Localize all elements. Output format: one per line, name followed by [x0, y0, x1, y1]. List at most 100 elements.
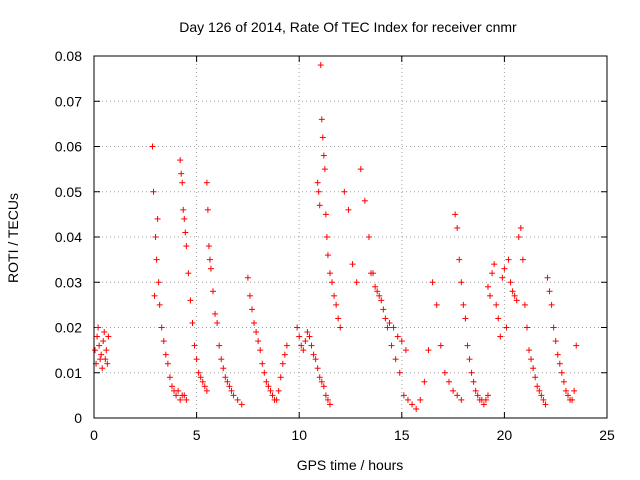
data-point [396, 369, 403, 376]
data-point [402, 347, 409, 354]
data-point [429, 279, 436, 286]
data-point [249, 306, 256, 313]
data-point [104, 360, 111, 367]
data-point [329, 279, 336, 286]
data-point [517, 224, 524, 231]
data-point [312, 356, 319, 363]
y-tick-label: 0.01 [55, 365, 82, 381]
data-point [452, 211, 459, 218]
data-point [92, 347, 99, 354]
data-point [314, 179, 321, 186]
data-point [374, 288, 381, 295]
data-point [530, 365, 537, 372]
data-point [491, 261, 498, 268]
data-point [433, 301, 440, 308]
x-tick-label: 25 [599, 427, 615, 443]
y-tick-label: 0.04 [55, 229, 82, 245]
data-point [193, 356, 200, 363]
data-point [183, 396, 190, 403]
data-point [244, 274, 251, 281]
data-point [308, 342, 315, 349]
data-point [267, 387, 274, 394]
data-point [281, 351, 288, 358]
data-point [413, 405, 420, 412]
data-point [319, 134, 326, 141]
data-point [400, 392, 407, 399]
data-point [357, 166, 364, 173]
data-point [324, 252, 331, 259]
data-point [558, 369, 565, 376]
data-point [368, 270, 375, 277]
data-point [294, 324, 301, 331]
data-point [99, 365, 106, 372]
data-point [404, 396, 411, 403]
data-point [544, 274, 551, 281]
data-point [409, 401, 416, 408]
data-point [480, 401, 487, 408]
data-point [511, 292, 518, 299]
data-point [441, 369, 448, 376]
y-tick-label: 0.08 [55, 48, 82, 64]
data-point [317, 62, 324, 69]
x-tick-label: 10 [291, 427, 307, 443]
data-point [382, 315, 389, 322]
data-point [552, 338, 559, 345]
data-point [197, 374, 204, 381]
data-point [513, 297, 520, 304]
data-point [378, 297, 385, 304]
plot-frame [93, 55, 608, 419]
data-point [160, 338, 167, 345]
data-point [187, 297, 194, 304]
data-point [253, 329, 260, 336]
data-point [501, 265, 508, 272]
y-tick-label: 0.03 [55, 274, 82, 290]
data-point [526, 347, 533, 354]
data-point [257, 347, 264, 354]
data-point [437, 342, 444, 349]
data-point [484, 392, 491, 399]
data-point [470, 378, 477, 385]
data-point [326, 270, 333, 277]
data-point [154, 215, 161, 222]
data-point [179, 179, 186, 186]
y-tick-label: 0.07 [55, 93, 82, 109]
data-point [519, 256, 526, 263]
data-point [499, 274, 506, 281]
data-point [222, 374, 229, 381]
data-point [454, 392, 461, 399]
data-point [103, 347, 110, 354]
data-point [238, 401, 245, 408]
data-point [536, 387, 543, 394]
data-point [388, 342, 395, 349]
data-point [181, 215, 188, 222]
data-point [421, 378, 428, 385]
y-axis-label: ROTI / TECUs [5, 193, 21, 283]
x-tick-label: 5 [193, 427, 201, 443]
data-point [318, 116, 325, 123]
data-point [210, 288, 217, 295]
data-point [251, 319, 258, 326]
data-point [456, 256, 463, 263]
data-point [489, 270, 496, 277]
data-point [166, 374, 173, 381]
data-point [234, 396, 241, 403]
data-point [316, 202, 323, 209]
y-tick-label: 0.02 [55, 320, 82, 336]
data-point [460, 301, 467, 308]
data-point [156, 301, 163, 308]
data-point [386, 319, 393, 326]
data-point [101, 329, 108, 336]
data-point [164, 360, 171, 367]
data-point [349, 261, 356, 268]
data-point [384, 324, 391, 331]
data-point [203, 387, 210, 394]
data-point [546, 288, 553, 295]
data-point [102, 356, 109, 363]
data-point [304, 329, 311, 336]
data-point [259, 360, 266, 367]
data-point [341, 188, 348, 195]
data-point [224, 378, 231, 385]
data-point [554, 351, 561, 358]
data-point [562, 387, 569, 394]
